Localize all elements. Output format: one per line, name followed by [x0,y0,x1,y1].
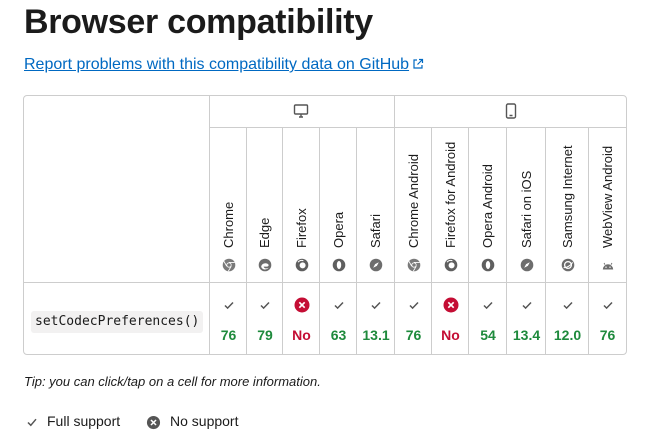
browser-header: Samsung Internet [546,128,589,282]
checkmark-icon [406,297,422,313]
column-divider [545,127,546,354]
browser-header: Chrome [210,128,247,282]
opera-icon [481,258,495,272]
browser-header: Chrome Android [395,128,432,282]
support-cell[interactable]: 63 [320,283,357,354]
support-cell[interactable]: No [283,283,320,354]
safari-icon [520,258,534,272]
browser-header: Firefox for Android [432,128,469,282]
feature-name[interactable]: setCodecPreferences() [31,311,204,333]
browser-header: WebView Android [589,128,626,282]
column-divider [431,127,432,354]
version-label: 76 [599,327,616,343]
version-label: 76 [405,327,422,343]
browser-name: WebView Android [599,145,615,248]
firefox-icon [444,258,458,272]
checkmark-icon [331,297,347,313]
mobile-icon [505,103,517,119]
opera-icon [332,258,346,272]
legend-full-support: Full support [47,413,121,429]
version-label: No [441,327,460,343]
browser-name: Samsung Internet [559,145,575,248]
column-divider [468,127,469,354]
cross-icon [443,297,459,313]
support-cell[interactable]: 79 [247,283,283,354]
column-divider [356,127,357,354]
column-divider [319,127,320,354]
version-label: 54 [480,327,496,343]
browser-name: Opera [330,211,346,248]
version-label: 12.0 [553,327,582,343]
support-cell[interactable]: 12.0 [546,283,589,354]
checkmark-icon [519,297,535,313]
support-cell[interactable]: 54 [469,283,507,354]
full-support-icon [27,418,37,427]
checkmark-icon [257,297,273,313]
browser-name: Chrome [220,201,236,248]
cross-icon [294,297,310,313]
browser-name: Safari on iOS [518,170,534,248]
column-divider [246,127,247,354]
tip-text: Tip: you can click/tap on a cell for mor… [24,374,321,389]
checkmark-icon [600,297,616,313]
browser-name: Edge [257,217,272,248]
version-label: 63 [330,327,347,343]
browser-header: Edge [247,128,283,282]
version-label: 76 [220,327,237,343]
checkmark-icon [480,297,496,313]
report-problems-link[interactable]: Report problems with this compatibility … [24,55,424,75]
browser-name: Firefox [293,208,309,248]
firefox-icon [295,258,309,272]
support-cell[interactable]: 76 [210,283,247,354]
chrome-icon [222,258,236,272]
support-cell[interactable]: 76 [589,283,626,354]
support-cell[interactable]: 76 [395,283,432,354]
checkmark-icon [560,297,576,313]
column-divider [506,127,507,354]
column-divider [282,127,283,354]
browser-header: Firefox [283,128,320,282]
support-cell[interactable]: 13.4 [507,283,546,354]
version-label: No [292,327,311,343]
checkmark-icon [368,297,384,313]
version-label: 13.4 [512,327,541,343]
chrome-icon [407,258,421,272]
browser-name: Chrome Android [405,154,421,248]
samsung-internet-icon [561,258,575,272]
column-divider [588,127,589,354]
no-support-icon [146,415,161,430]
column-divider [394,96,395,354]
browser-header: Opera Android [469,128,507,282]
safari-icon [369,258,383,272]
support-cell[interactable]: 13.1 [357,283,395,354]
legend-no-support: No support [170,413,239,429]
browser-name: Safari [368,214,383,248]
browser-header: Safari on iOS [507,128,546,282]
browser-name: Firefox for Android [442,141,458,248]
compat-table: Chrome Edge Firefox Opera Safari Chrome Andro… [23,95,627,355]
edge-icon [258,258,272,272]
row-divider [209,127,626,128]
version-label: 79 [257,327,273,343]
version-label: 13.1 [362,327,390,343]
desktop-icon [293,104,309,118]
page-title: Browser compatibility [24,3,373,41]
external-link-icon [413,58,424,69]
support-cell[interactable]: No [432,283,469,354]
browser-header: Opera [320,128,357,282]
browser-header: Safari [357,128,395,282]
android-icon [601,258,615,272]
browser-name: Opera Android [480,164,495,248]
checkmark-icon [221,297,237,313]
report-link-label: Report problems with this compatibility … [24,56,410,73]
column-divider [209,96,210,354]
row-divider [24,282,626,283]
